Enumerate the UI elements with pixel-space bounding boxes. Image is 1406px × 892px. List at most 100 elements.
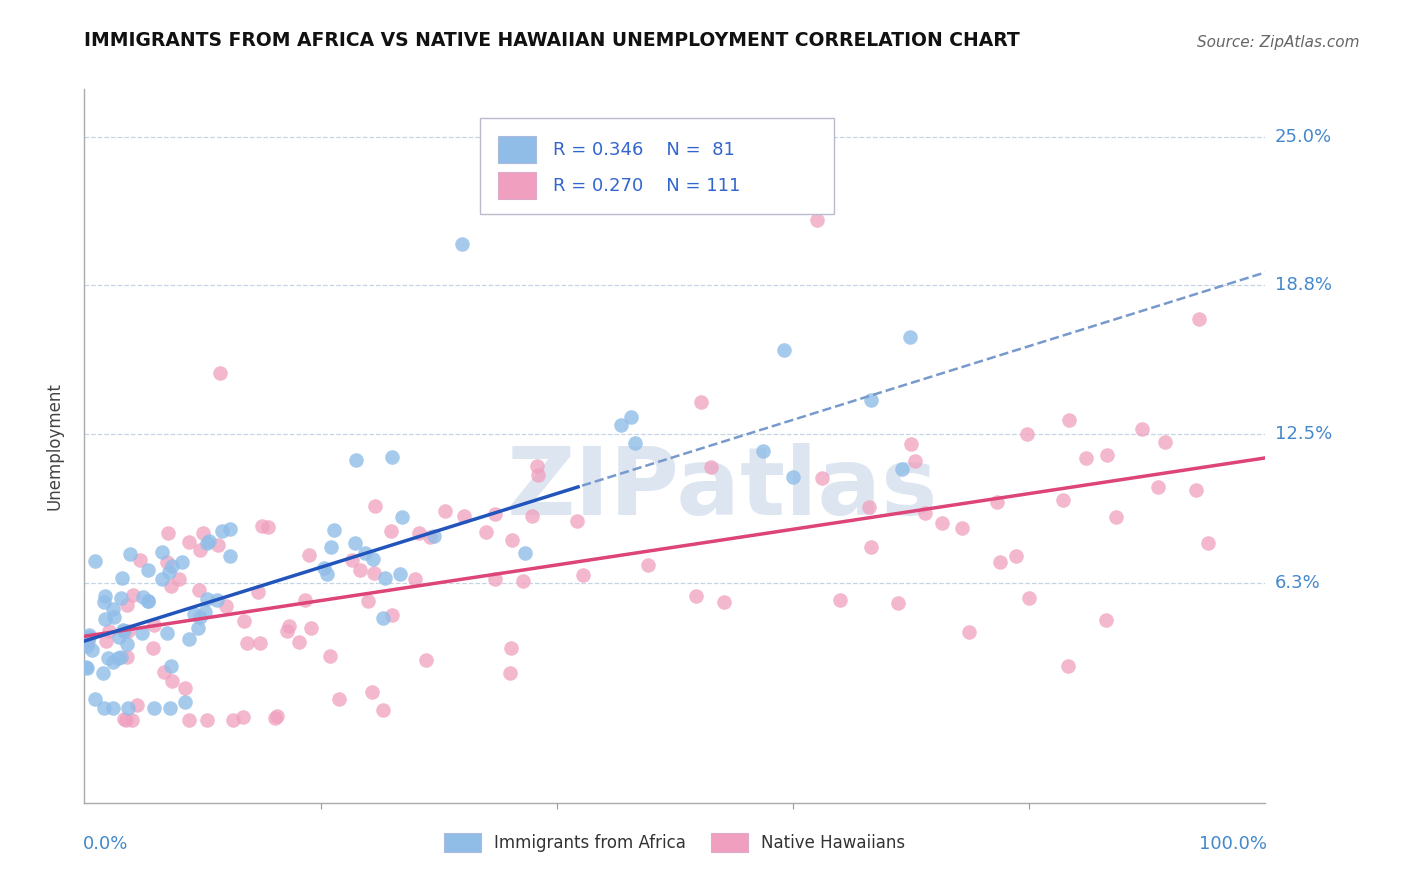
Point xyxy=(110,591,132,605)
Point xyxy=(1094,613,1116,627)
Point xyxy=(610,417,633,432)
Point xyxy=(160,674,183,689)
Point xyxy=(115,713,138,727)
Point xyxy=(156,555,179,569)
Point xyxy=(98,624,121,639)
Point xyxy=(131,626,153,640)
Point xyxy=(136,563,159,577)
Point xyxy=(93,595,115,609)
Point xyxy=(277,618,299,632)
Point xyxy=(177,535,200,549)
Point xyxy=(111,571,134,585)
Point xyxy=(219,549,242,563)
Text: 18.8%: 18.8% xyxy=(1275,277,1331,294)
Point xyxy=(904,453,927,467)
Point xyxy=(117,624,139,638)
Point xyxy=(423,528,446,542)
Point xyxy=(299,621,322,635)
Point xyxy=(150,545,173,559)
Point xyxy=(205,593,228,607)
Point xyxy=(190,610,212,624)
Point xyxy=(685,589,707,603)
Point xyxy=(340,553,363,567)
FancyBboxPatch shape xyxy=(479,118,834,214)
Point xyxy=(1057,413,1080,427)
Point xyxy=(323,523,346,537)
Point xyxy=(101,602,124,616)
Point xyxy=(103,610,125,624)
Point xyxy=(150,573,173,587)
Point xyxy=(115,650,138,665)
Point xyxy=(319,540,342,554)
Bar xyxy=(498,172,536,199)
Point xyxy=(526,459,548,474)
Point xyxy=(316,567,339,582)
Text: 12.5%: 12.5% xyxy=(1275,425,1331,443)
Point xyxy=(512,574,534,589)
Point xyxy=(107,650,129,665)
Point xyxy=(453,509,475,524)
Point xyxy=(143,700,166,714)
Point xyxy=(183,607,205,621)
Point xyxy=(858,500,880,515)
Point xyxy=(136,593,159,607)
Point xyxy=(782,470,804,484)
Point xyxy=(162,559,184,574)
Point xyxy=(565,514,588,528)
Point xyxy=(957,625,980,640)
Point xyxy=(381,450,404,464)
Point xyxy=(404,572,426,586)
Point xyxy=(859,540,882,554)
Point xyxy=(713,594,735,608)
Point xyxy=(160,659,183,673)
Text: IMMIGRANTS FROM AFRICA VS NATIVE HAWAIIAN UNEMPLOYMENT CORRELATION CHART: IMMIGRANTS FROM AFRICA VS NATIVE HAWAIIA… xyxy=(84,31,1021,50)
Point xyxy=(391,510,413,524)
Point xyxy=(499,665,522,680)
Point xyxy=(353,546,375,560)
Point xyxy=(484,507,506,521)
Point xyxy=(806,213,828,227)
Point xyxy=(288,635,311,649)
Point xyxy=(1018,591,1040,605)
Point xyxy=(211,524,233,538)
Point xyxy=(198,533,221,548)
Point xyxy=(1097,448,1119,462)
Point xyxy=(314,560,336,574)
Text: Source: ZipAtlas.com: Source: ZipAtlas.com xyxy=(1198,35,1360,50)
Point xyxy=(415,653,437,667)
Point xyxy=(1015,427,1038,442)
Point xyxy=(752,444,775,458)
Point xyxy=(77,627,100,641)
Point xyxy=(236,636,259,650)
Point xyxy=(900,436,922,450)
Text: ZIPatlas: ZIPatlas xyxy=(506,442,938,535)
Point xyxy=(159,700,181,714)
Point xyxy=(207,538,229,552)
Point xyxy=(76,639,98,653)
Point xyxy=(700,460,723,475)
Point xyxy=(84,692,107,706)
Point xyxy=(257,519,280,533)
Point xyxy=(349,564,371,578)
Point xyxy=(361,685,384,699)
Point xyxy=(159,579,181,593)
Point xyxy=(637,558,659,572)
Point xyxy=(1130,421,1153,435)
Text: R = 0.346    N =  81: R = 0.346 N = 81 xyxy=(553,141,735,159)
Point xyxy=(380,524,402,539)
Point xyxy=(195,536,218,550)
Point xyxy=(419,530,441,544)
Text: R = 0.270    N = 111: R = 0.270 N = 111 xyxy=(553,177,741,194)
Point xyxy=(156,626,179,640)
Point xyxy=(115,598,138,612)
Point xyxy=(811,471,834,485)
Point xyxy=(515,546,537,560)
Point xyxy=(136,594,159,608)
Point xyxy=(96,634,118,648)
Point xyxy=(486,172,509,186)
Point xyxy=(110,649,132,664)
Point xyxy=(194,605,217,619)
Point xyxy=(1185,483,1208,498)
Point xyxy=(232,709,254,723)
Point xyxy=(344,536,367,550)
